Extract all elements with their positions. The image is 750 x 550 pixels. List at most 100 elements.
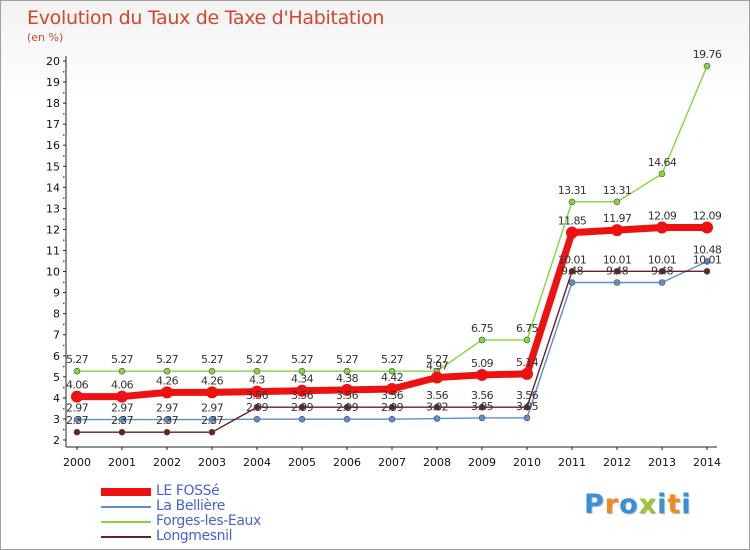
- data-point-3: [433, 403, 441, 411]
- y-tick-label: 2: [53, 434, 60, 447]
- y-minor-tick: [63, 323, 65, 326]
- data-point-2: [613, 198, 621, 206]
- x-tick-label: 2011: [558, 456, 586, 469]
- data-point-1: [613, 279, 621, 286]
- logo-letter: i: [657, 489, 668, 520]
- y-minor-tick: [63, 134, 65, 136]
- data-point-0: [701, 221, 713, 234]
- y-minor-tick: [63, 302, 65, 305]
- data-label-1: 2.97: [156, 402, 179, 415]
- data-label-2: 5.27: [291, 353, 314, 366]
- data-label-3: 10.01: [693, 253, 722, 266]
- data-label-0: 11.97: [603, 212, 632, 225]
- data-point-1: [208, 416, 216, 423]
- legend-swatch: [101, 506, 151, 508]
- data-point-0: [206, 386, 218, 399]
- data-label-0: 4.26: [201, 374, 224, 387]
- data-point-2: [568, 198, 576, 206]
- x-tick-label: 2007: [378, 456, 406, 469]
- data-point-0: [386, 383, 398, 396]
- y-tick-label: 13: [46, 202, 60, 215]
- y-minor-tick: [63, 239, 65, 241]
- data-point-1: [163, 416, 171, 423]
- data-label-1: 9.48: [561, 265, 584, 278]
- data-label-3: 3.56: [426, 389, 449, 402]
- data-label-3: 2.37: [156, 414, 179, 427]
- data-point-3: [118, 428, 126, 436]
- data-label-3: 3.56: [516, 389, 539, 402]
- data-point-1: [253, 415, 261, 423]
- data-label-1: 3.02: [426, 401, 448, 414]
- data-point-0: [656, 221, 668, 234]
- data-point-1: [568, 279, 576, 286]
- data-label-3: 10.01: [603, 253, 632, 266]
- y-tick-label: 3: [53, 413, 60, 426]
- data-label-2: 19.76: [693, 48, 722, 61]
- logo-letter: r: [604, 489, 620, 520]
- chart-title: Evolution du Taux de Taxe d'Habitation: [27, 7, 385, 29]
- y-minor-tick: [63, 155, 65, 157]
- data-label-2: 14.64: [648, 156, 677, 169]
- y-tick-label: 10: [46, 266, 60, 279]
- data-label-1: 2.97: [111, 402, 134, 415]
- x-tick-label: 2012: [603, 456, 631, 469]
- data-label-2: 5.27: [111, 353, 134, 366]
- y-minor-tick: [63, 71, 65, 73]
- data-point-2: [703, 62, 711, 70]
- x-tick-label: 2003: [198, 456, 226, 469]
- data-label-1: 3.05: [471, 400, 494, 413]
- data-label-2: 13.31: [558, 184, 587, 197]
- data-label-3: 3.56: [471, 389, 494, 402]
- x-tick-label: 2005: [288, 456, 316, 469]
- data-point-3: [568, 268, 576, 275]
- data-point-3: [478, 403, 486, 411]
- legend-swatch: [101, 488, 151, 496]
- data-label-1: 9.48: [606, 265, 629, 278]
- data-point-1: [118, 416, 126, 423]
- data-point-2: [478, 336, 486, 344]
- x-tick-label: 2010: [513, 456, 541, 469]
- y-minor-tick: [63, 92, 65, 94]
- data-point-0: [341, 383, 353, 396]
- data-point-0: [521, 367, 533, 380]
- y-minor-tick: [63, 281, 65, 284]
- x-tick-label: 2008: [423, 456, 451, 469]
- data-label-0: 11.85: [558, 215, 587, 228]
- data-point-1: [298, 415, 306, 423]
- y-minor-tick: [63, 407, 65, 410]
- y-minor-tick: [63, 365, 65, 368]
- logo-letter: t: [667, 489, 682, 520]
- y-tick-label: 14: [46, 181, 60, 194]
- data-point-1: [433, 415, 441, 422]
- data-point-2: [253, 367, 261, 375]
- data-label-2: 5.27: [336, 353, 359, 366]
- y-tick-label: 8: [53, 308, 60, 321]
- data-label-3: 3.56: [336, 389, 359, 402]
- data-label-3: 2.37: [111, 414, 134, 427]
- data-label-3: 2.37: [66, 414, 89, 427]
- data-label-0: 12.09: [693, 210, 722, 223]
- data-label-2: 5.27: [156, 353, 179, 366]
- x-tick-label: 2000: [63, 456, 91, 469]
- x-tick-label: 2002: [153, 456, 181, 469]
- data-label-0: 4.97: [426, 359, 449, 372]
- data-label-2: 5.27: [246, 353, 269, 366]
- data-point-2: [163, 367, 171, 375]
- data-point-0: [476, 368, 488, 381]
- data-point-3: [703, 268, 711, 275]
- y-tick-label: 19: [46, 76, 60, 89]
- data-label-1: 2.99: [246, 401, 269, 414]
- data-label-2: 5.27: [66, 353, 89, 366]
- y-tick-label: 12: [46, 223, 60, 236]
- data-point-1: [523, 414, 531, 422]
- data-point-3: [298, 403, 306, 411]
- data-point-3: [658, 268, 666, 275]
- y-minor-tick: [63, 218, 65, 220]
- data-point-0: [566, 226, 578, 239]
- data-point-0: [431, 371, 443, 384]
- x-tick-label: 2006: [333, 456, 361, 469]
- y-minor-tick: [63, 260, 65, 263]
- data-point-3: [163, 428, 171, 436]
- data-label-0: 5.09: [471, 357, 494, 370]
